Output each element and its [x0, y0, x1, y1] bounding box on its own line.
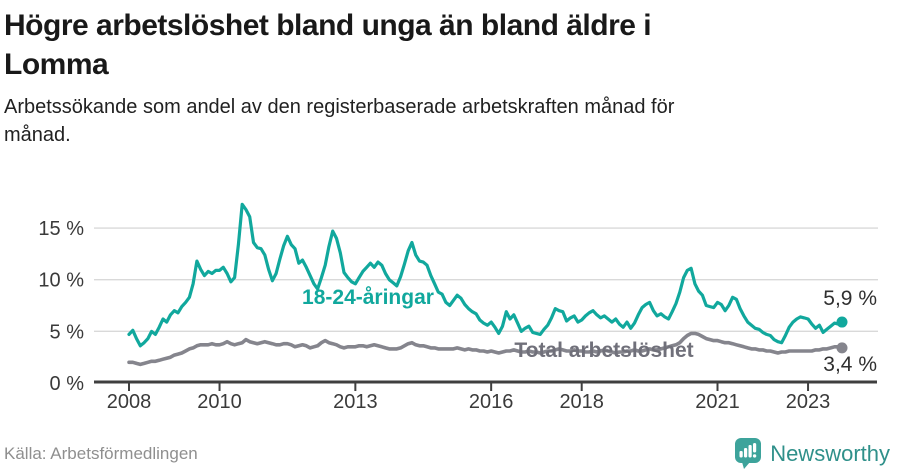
x-tick-label: 2023 [786, 391, 831, 413]
youth-line-series [127, 202, 848, 348]
gridlines [94, 227, 878, 333]
x-tick-label: 2018 [559, 391, 604, 413]
x-axis-labels: 2008 2010 2013 2016 2018 2021 2023 [107, 391, 831, 413]
newsworthy-bubble-chart-icon [735, 438, 762, 469]
total-line-path [127, 331, 844, 367]
x-tick-label: 2013 [333, 391, 378, 413]
youth-end-value-label: 5,9 % [823, 287, 877, 310]
y-axis-labels: 0 % 5 % 10 % 15 % [38, 218, 84, 395]
page-subtitle: Arbetssökande som andel av den registerb… [4, 96, 675, 146]
youth-line-end-dot [836, 316, 848, 328]
newsworthy-logo-text: Newsworthy [770, 441, 890, 466]
x-tick-label: 2016 [469, 391, 514, 413]
x-tick-label: 2021 [695, 391, 740, 413]
total-series-label: Total arbetslöshet [514, 339, 693, 362]
total-line-end-dot [836, 342, 848, 354]
page-title: Högre arbetslöshet bland unga än bland ä… [4, 9, 652, 81]
x-axis [94, 380, 877, 391]
total-line-series [127, 331, 848, 367]
x-tick-label: 2008 [107, 391, 152, 413]
x-tick-label: 2010 [197, 391, 242, 413]
y-tick-label: 10 % [38, 270, 84, 292]
source-note: Källa: Arbetsförmedlingen [4, 444, 198, 463]
youth-line-path [127, 202, 844, 348]
y-tick-label: 0 % [50, 373, 85, 395]
newsworthy-logo: Newsworthy [734, 438, 890, 470]
total-end-value-label: 3,4 % [823, 353, 877, 376]
y-tick-label: 5 % [50, 321, 85, 343]
y-tick-label: 15 % [38, 218, 84, 240]
youth-series-label: 18-24-åringar [302, 286, 434, 309]
